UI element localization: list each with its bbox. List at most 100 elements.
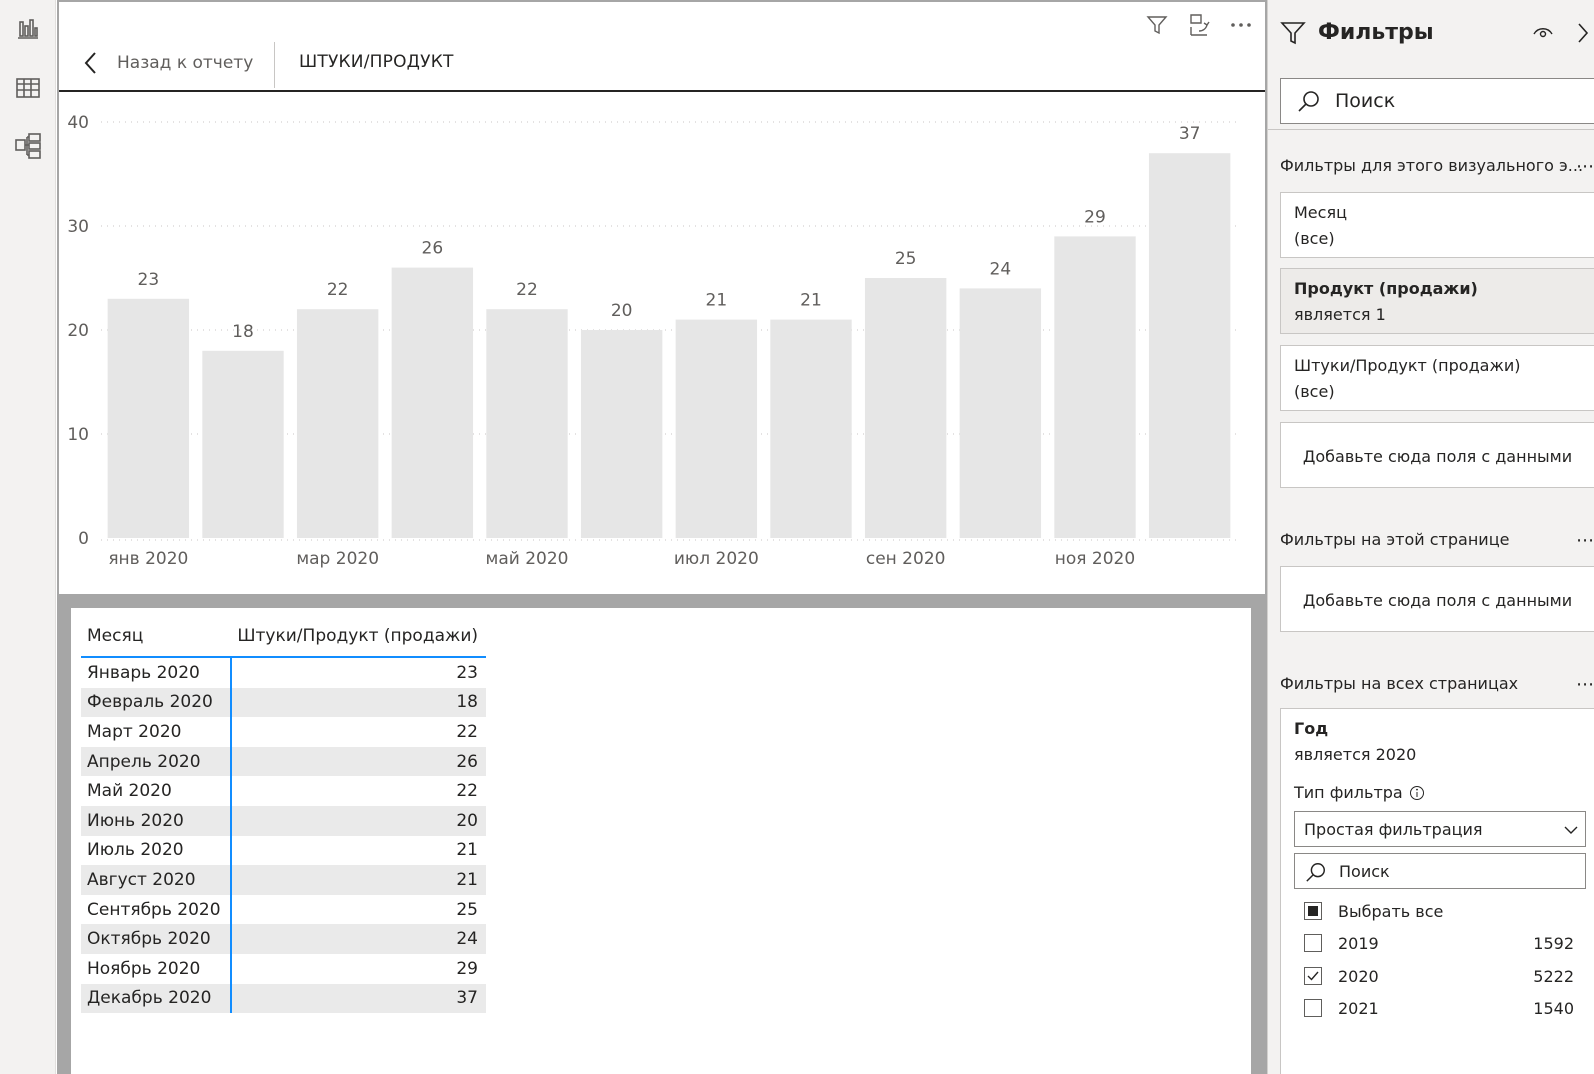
- bar[interactable]: [959, 288, 1042, 538]
- table-body: Январь 2020 23 Февраль 2020 18 Март 2020 22 Ап…: [81, 658, 486, 1014]
- table-row[interactable]: Декабрь 2020 37: [81, 983, 486, 1014]
- table-row[interactable]: Октябрь 2020 24: [81, 924, 486, 954]
- year-search-placeholder: Поиск: [1339, 862, 1390, 881]
- cell-month: Июнь 2020: [87, 810, 184, 831]
- bar[interactable]: [1148, 153, 1231, 538]
- column-header-units[interactable]: Штуки/Продукт (продажи): [237, 626, 478, 646]
- bar[interactable]: [391, 267, 474, 538]
- collapse-pane-icon[interactable]: [1576, 22, 1590, 44]
- year-option-count: 1540: [1533, 998, 1574, 1018]
- filter-card-value: (все): [1294, 382, 1335, 401]
- filter-card-product[interactable]: Продукт (продажи) является 1: [1280, 268, 1594, 334]
- data-label: 20: [611, 301, 633, 321]
- focus-mode-header: Назад к отчету ШТУКИ/ПРОДУКТ: [59, 40, 1265, 92]
- filters-search-input[interactable]: Поиск: [1280, 78, 1594, 124]
- filter-card-month[interactable]: Месяц (все): [1280, 192, 1594, 258]
- filter-card-value: является 2020: [1294, 745, 1417, 764]
- all-pages-filters-label: Фильтры на всех страницах: [1280, 674, 1519, 693]
- page-filters-section-label: Фильтры на этой странице ⋯: [1280, 530, 1594, 551]
- select-all-label: Выбрать все: [1338, 901, 1444, 921]
- filters-title: Фильтры: [1318, 20, 1434, 45]
- cell-units: 20: [456, 810, 478, 831]
- year-option-2019[interactable]: 2019 1592: [1304, 931, 1574, 955]
- bar-chart: 0 10 20 30 40 23 янв 2020 18 22 мар 2020 26 22 май 2…: [67, 113, 1237, 569]
- bar[interactable]: [580, 330, 663, 538]
- visual-filters-label: Фильтры для этого визуального э...: [1280, 156, 1584, 175]
- filter-type-text: Тип фильтра: [1294, 783, 1403, 802]
- table-row[interactable]: Ноябрь 2020 29: [81, 954, 486, 984]
- cell-month: Февраль 2020: [87, 692, 213, 713]
- bar[interactable]: [486, 309, 568, 538]
- x-tick-label: янв 2020: [108, 549, 188, 569]
- table-visual[interactable]: Месяц Штуки/Продукт (продажи) Январь 202…: [71, 608, 1251, 1074]
- year-option-label: 2021: [1338, 998, 1379, 1018]
- view-rail: [0, 0, 56, 1074]
- page-filters-drop-zone[interactable]: Добавьте сюда поля с данными: [1280, 566, 1594, 632]
- table-header: Месяц Штуки/Продукт (продажи): [81, 616, 486, 658]
- bar[interactable]: [202, 350, 284, 538]
- y-tick-label: 40: [67, 113, 89, 133]
- table-row[interactable]: Февраль 2020 18: [81, 687, 486, 718]
- bar[interactable]: [1054, 236, 1136, 538]
- data-label: 23: [138, 270, 160, 290]
- bar[interactable]: [296, 309, 379, 538]
- bar-chart-visual[interactable]: Назад к отчету ШТУКИ/ПРОДУКТ 0 10 20 30 40 23…: [59, 2, 1265, 594]
- bar[interactable]: [770, 319, 852, 538]
- column-header-month[interactable]: Месяц: [87, 626, 144, 646]
- filter-card-name: Штуки/Продукт (продажи): [1294, 356, 1521, 375]
- filter-card-value: (все): [1294, 229, 1335, 248]
- report-view-icon[interactable]: [14, 14, 42, 42]
- bar[interactable]: [675, 319, 758, 538]
- year-search-input[interactable]: Поиск: [1294, 853, 1586, 889]
- year-option-count: 5222: [1533, 966, 1574, 986]
- year-option-label: 2020: [1338, 966, 1379, 986]
- y-tick-label: 10: [67, 425, 89, 445]
- table-row[interactable]: Сентябрь 2020 25: [81, 895, 486, 925]
- x-tick-label: ноя 2020: [1055, 549, 1135, 569]
- cell-units: 22: [456, 721, 478, 742]
- table-row[interactable]: Апрель 2020 26: [81, 746, 486, 777]
- filter-type-label: Тип фильтра: [1294, 783, 1425, 802]
- data-label: 22: [516, 280, 538, 300]
- filter-card-year[interactable]: Год является 2020 Тип фильтра Простая фи…: [1280, 708, 1594, 1074]
- year-option-2021[interactable]: 2021 1540: [1304, 996, 1574, 1020]
- table-row[interactable]: Июль 2020 21: [81, 836, 486, 866]
- visual-filters-more-icon[interactable]: ⋯: [1576, 156, 1594, 177]
- focus-mode-icon[interactable]: [1187, 13, 1211, 37]
- bar[interactable]: [107, 298, 190, 538]
- cell-month: Октябрь 2020: [87, 929, 211, 950]
- visual-filters-drop-zone[interactable]: Добавьте сюда поля с данными: [1280, 422, 1594, 488]
- checkbox-checked-icon: [1304, 967, 1322, 985]
- year-option-label: 2019: [1338, 933, 1379, 953]
- table-row[interactable]: Август 2020 21: [81, 865, 486, 895]
- table-row[interactable]: Январь 2020 23: [81, 658, 486, 688]
- more-options-icon[interactable]: [1229, 13, 1253, 37]
- back-to-report-button[interactable]: Назад к отчету: [81, 46, 253, 80]
- filter-type-value: Простая фильтрация: [1304, 820, 1483, 839]
- table-row[interactable]: Июнь 2020 20: [81, 805, 486, 836]
- model-view-icon[interactable]: [14, 132, 42, 160]
- cell-units: 22: [456, 781, 478, 802]
- info-icon[interactable]: [1409, 785, 1425, 801]
- eye-icon[interactable]: [1532, 24, 1554, 42]
- all-pages-filters-more-icon[interactable]: ⋯: [1576, 674, 1594, 695]
- report-canvas: Назад к отчету ШТУКИ/ПРОДУКТ 0 10 20 30 40 23…: [57, 0, 1267, 1074]
- table-row[interactable]: Март 2020 22: [81, 717, 486, 747]
- table-row[interactable]: Май 2020 22: [81, 776, 486, 806]
- search-icon: [1306, 863, 1325, 882]
- filter-type-dropdown[interactable]: Простая фильтрация: [1294, 811, 1586, 847]
- checkbox-partial-icon: [1304, 902, 1322, 920]
- data-label: 25: [895, 249, 917, 269]
- select-all-checkbox[interactable]: Выбрать все: [1304, 899, 1574, 923]
- filter-card-name: Год: [1294, 719, 1329, 738]
- filter-icon[interactable]: [1145, 13, 1169, 37]
- page-filters-more-icon[interactable]: ⋯: [1576, 530, 1594, 551]
- year-option-count: 1592: [1533, 933, 1574, 953]
- bar[interactable]: [864, 278, 947, 538]
- cell-month: Август 2020: [87, 869, 196, 890]
- cell-units: 23: [456, 662, 478, 683]
- drop-zone-text: Добавьте сюда поля с данными: [1302, 447, 1573, 466]
- filter-card-units[interactable]: Штуки/Продукт (продажи) (все): [1280, 345, 1594, 411]
- year-option-2020[interactable]: 2020 5222: [1304, 964, 1574, 988]
- data-view-icon[interactable]: [14, 74, 42, 102]
